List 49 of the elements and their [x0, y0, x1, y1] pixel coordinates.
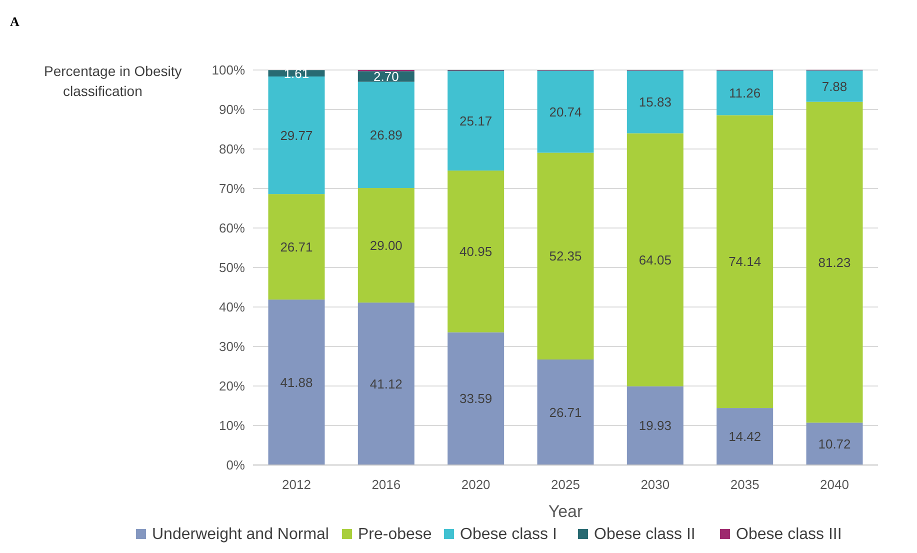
data-label: 19.93 [638, 418, 672, 434]
data-label: 29.77 [280, 128, 313, 143]
data-label: 74.14 [728, 254, 762, 270]
data-label: 10.72 [818, 436, 851, 452]
data-label: 15.83 [638, 94, 672, 110]
data-label: 2.70 [374, 69, 399, 84]
data-label: 1.61 [284, 66, 310, 81]
data-label: 25.17 [460, 113, 492, 128]
y-axis-title: Percentage in Obesity classification [44, 63, 182, 99]
data-label: 20.74 [549, 104, 582, 120]
data-label: 26.71 [549, 404, 582, 420]
x-axis-title: Year [548, 502, 584, 521]
data-label: 11.26 [729, 86, 761, 100]
text: A [10, 14, 20, 29]
y-tick-label: 0% [226, 458, 246, 473]
x-tick-label: 2035 [730, 477, 760, 492]
y-tick-label: 90% [218, 102, 246, 118]
x-tick-label: 2016 [372, 477, 401, 492]
legend-label: Pre-obese [358, 526, 432, 543]
data-label: 40.95 [460, 244, 492, 259]
legend-label: Obese class I [460, 526, 557, 543]
y-tick-label: 20% [218, 378, 246, 394]
y-tick-label: 70% [218, 181, 246, 196]
y-tick-label: 60% [218, 220, 246, 236]
legend-label: Obese class III [736, 526, 842, 543]
y-tick-label: 10% [218, 418, 246, 434]
legend-label: Underweight and Normal [152, 526, 329, 543]
legend-label: Obese class II [594, 526, 696, 543]
data-label: 26.71 [280, 239, 313, 254]
data-label: 33.59 [460, 391, 492, 406]
data-label: 7.88 [822, 78, 848, 94]
x-tick-label: 2012 [282, 477, 311, 492]
x-tick-label: 2025 [551, 477, 580, 492]
data-label: 29.00 [370, 238, 402, 253]
data-label: 26.89 [370, 127, 402, 142]
data-label: 52.35 [549, 248, 582, 264]
x-tick-label: 2040 [820, 477, 849, 492]
data-label: 41.12 [370, 376, 402, 392]
y-tick-label: 30% [218, 339, 246, 354]
data-label: 14.42 [728, 429, 762, 444]
x-tick-label: 2030 [640, 477, 670, 492]
y-tick-label: 50% [218, 260, 246, 276]
y-tick-label: 40% [218, 300, 246, 315]
x-tick-label: 2020 [461, 477, 490, 492]
data-label: 81.23 [818, 254, 851, 270]
data-label: 41.88 [280, 374, 313, 390]
y-tick-label: 80% [218, 142, 246, 157]
data-label: 64.05 [638, 252, 672, 268]
y-tick-label: 100% [212, 62, 246, 78]
